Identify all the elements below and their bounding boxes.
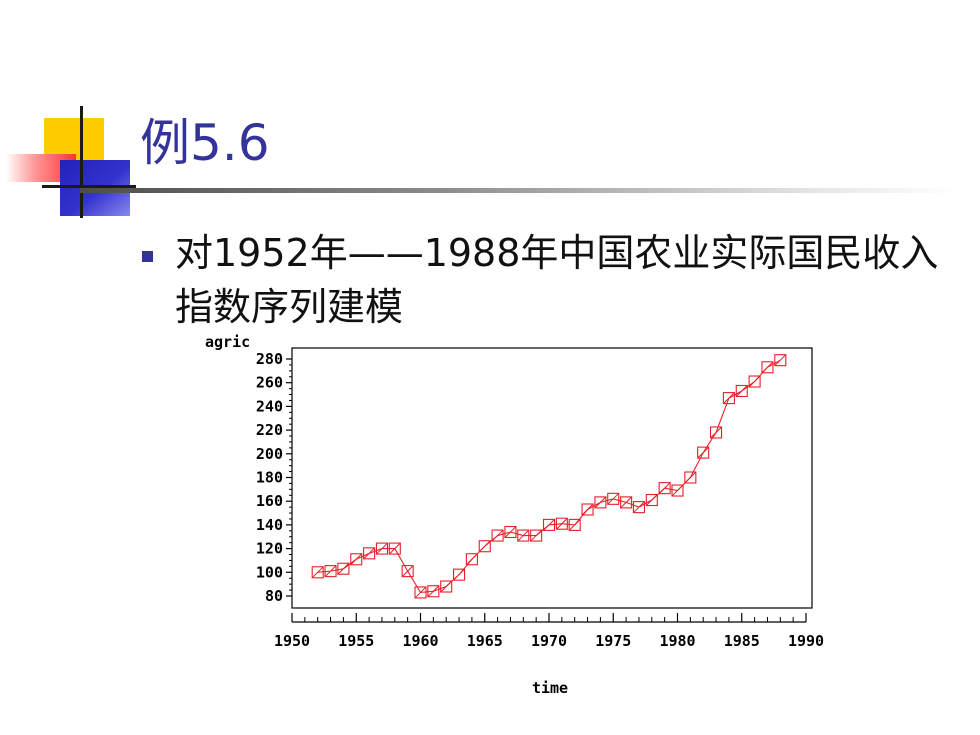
y-tick-label: 180 bbox=[256, 469, 283, 487]
axes-layer: 80 100 120 140 160 180 200 220 240 260 280 1950 1955… bbox=[256, 350, 824, 650]
x-tick-label: 1955 bbox=[338, 632, 374, 650]
data-point bbox=[504, 525, 517, 539]
y-tick-label: 220 bbox=[256, 421, 283, 439]
title-underline bbox=[80, 188, 960, 193]
data-point bbox=[620, 496, 633, 509]
data-point bbox=[401, 565, 414, 578]
data-point bbox=[388, 542, 401, 555]
data-point bbox=[491, 529, 504, 542]
data-point bbox=[607, 492, 620, 505]
series-layer bbox=[311, 354, 787, 599]
y-tick-label: 260 bbox=[256, 374, 283, 392]
data-point bbox=[697, 446, 710, 459]
deco-vertical-line bbox=[80, 106, 83, 218]
data-point bbox=[337, 562, 350, 575]
x-tick-label: 1985 bbox=[724, 632, 760, 650]
y-tick-label: 160 bbox=[256, 492, 283, 510]
data-point bbox=[774, 354, 787, 367]
data-point bbox=[645, 493, 658, 507]
data-point bbox=[684, 471, 697, 484]
data-point bbox=[568, 518, 581, 531]
x-tick-label: 1990 bbox=[788, 632, 824, 650]
x-tick-label: 1950 bbox=[274, 632, 310, 650]
deco-horizontal-line bbox=[42, 185, 136, 188]
data-point bbox=[375, 542, 388, 555]
data-point bbox=[530, 529, 543, 542]
bullet-text: 对1952年——1988年中国农业实际国民收入指数序列建模 bbox=[175, 231, 939, 329]
data-point bbox=[594, 496, 607, 509]
data-point bbox=[722, 392, 735, 405]
data-point bbox=[632, 501, 646, 514]
y-tick-label: 280 bbox=[256, 350, 283, 368]
x-tick-label: 1965 bbox=[467, 632, 503, 650]
data-point bbox=[658, 482, 671, 495]
data-point bbox=[735, 384, 748, 398]
x-tick-label: 1980 bbox=[659, 632, 695, 650]
data-point bbox=[478, 540, 491, 553]
data-point bbox=[581, 503, 594, 516]
data-point bbox=[452, 568, 466, 581]
data-point bbox=[671, 484, 684, 497]
bullet-marker bbox=[142, 251, 153, 262]
data-point bbox=[427, 585, 440, 598]
data-point bbox=[465, 553, 478, 566]
data-point bbox=[324, 565, 337, 578]
data-point bbox=[748, 375, 761, 388]
data-point bbox=[555, 517, 568, 530]
x-tick-label: 1960 bbox=[402, 632, 438, 650]
data-point bbox=[517, 529, 530, 542]
y-tick-label: 80 bbox=[265, 587, 283, 605]
y-tick-label: 200 bbox=[256, 445, 283, 463]
data-point bbox=[761, 361, 774, 374]
data-point bbox=[311, 566, 324, 579]
data-point bbox=[363, 547, 376, 560]
slide-title: 例5.6 bbox=[140, 114, 270, 172]
data-point bbox=[350, 553, 363, 566]
y-tick-label: 140 bbox=[256, 516, 283, 534]
chart-svg: agric time 80 100 120 140 160 180 200 220 240 260… bbox=[205, 333, 824, 697]
y-tick-label: 240 bbox=[256, 397, 283, 415]
y-axis-title: agric bbox=[205, 333, 250, 351]
x-tick-label: 1975 bbox=[595, 632, 631, 650]
series-line bbox=[317, 359, 781, 594]
y-tick-label: 120 bbox=[256, 540, 283, 558]
y-tick-label: 100 bbox=[256, 563, 283, 581]
data-point bbox=[414, 586, 427, 599]
data-point bbox=[709, 426, 723, 439]
time-series-chart: agric time 80 100 120 140 160 180 200 220 240 260… bbox=[195, 330, 855, 710]
data-point bbox=[440, 580, 453, 593]
x-tick-label: 1970 bbox=[531, 632, 567, 650]
data-point bbox=[542, 518, 556, 531]
x-axis-title: time bbox=[532, 679, 568, 697]
plot-frame bbox=[291, 347, 813, 609]
